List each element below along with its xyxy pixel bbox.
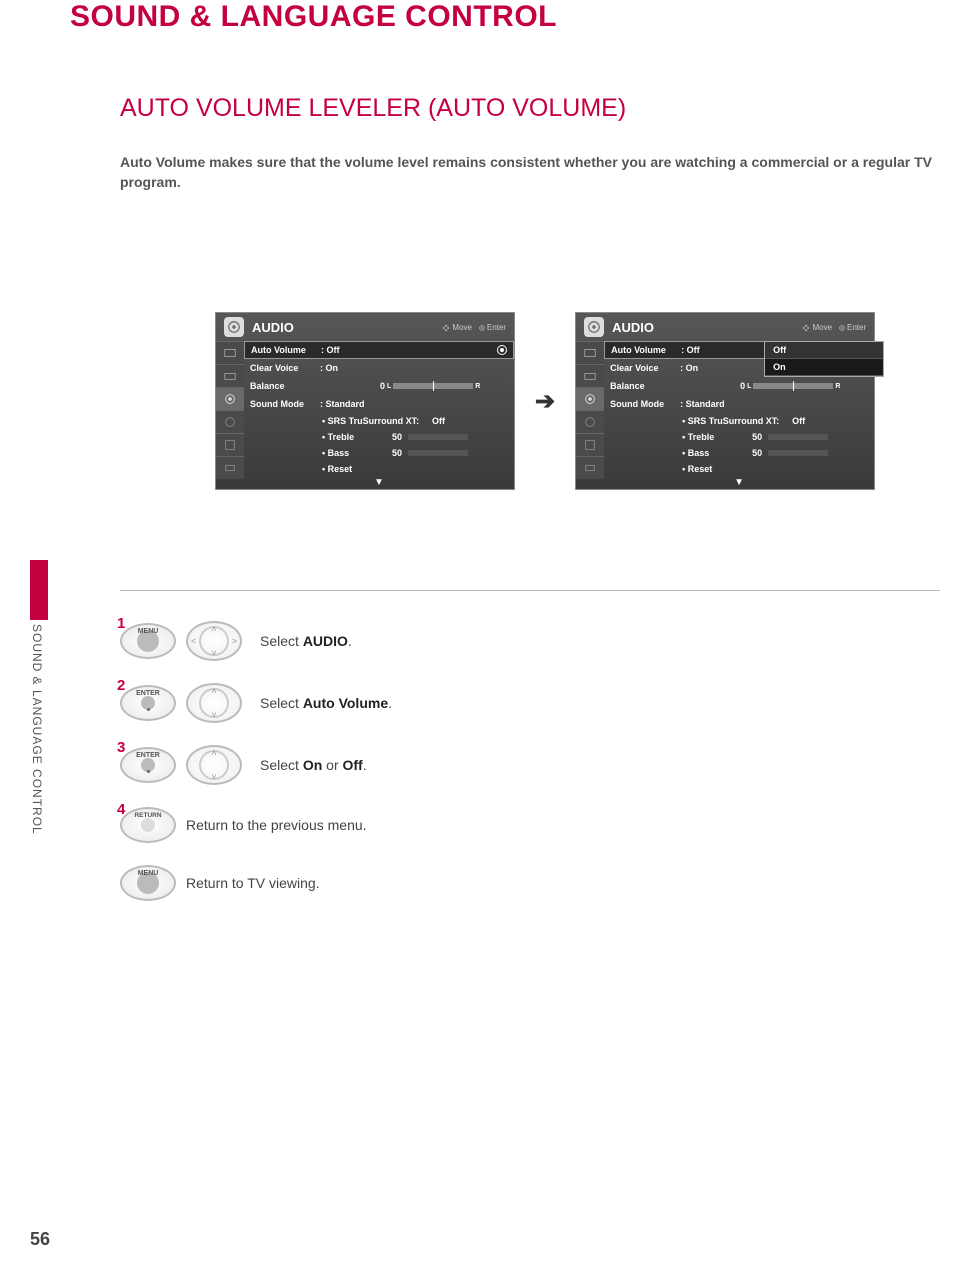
osd-sub-reset: • Reset (322, 461, 514, 477)
osd-row-balance[interactable]: Balance 0 L R (604, 377, 874, 395)
step-5: MENU Return to TV viewing. (120, 865, 969, 901)
osd-title: AUDIO (252, 320, 442, 335)
option-popup: Off On (764, 341, 884, 377)
remote-enter-button: ENTER (120, 747, 176, 783)
remote-updown-icon: ˄˅ (186, 745, 242, 785)
intro-text: Auto Volume makes sure that the volume l… (120, 153, 940, 192)
remote-menu-button: MENU (120, 623, 176, 659)
remote-return-button: RETURN (120, 807, 176, 843)
osd-panel-before: AUDIO Move Enter (215, 312, 515, 490)
osd-sub-srs: • SRS TruSurround XT: Off (322, 413, 514, 429)
side-tab: SOUND & LANGUAGE CONTROL (30, 560, 50, 900)
osd-row-auto-volume[interactable]: Auto Volume : Off (244, 341, 514, 359)
speaker-icon (224, 317, 244, 337)
section-title: AUTO VOLUME LEVELER (AUTO VOLUME) (120, 94, 969, 123)
osd-category-icons (216, 341, 244, 489)
popup-option-on[interactable]: On (765, 359, 883, 376)
step-4: 4 RETURN Return to the previous menu. (120, 807, 969, 843)
osd-sub-treble: • Treble 50 (322, 429, 514, 445)
remote-menu-button: MENU (120, 865, 176, 901)
osd-row-balance[interactable]: Balance 0 L R (244, 377, 514, 395)
osd-screenshots: AUDIO Move Enter (215, 312, 969, 490)
popup-option-off[interactable]: Off (765, 342, 883, 359)
osd-row-sound-mode[interactable]: Sound Mode : Standard (604, 395, 874, 413)
speaker-icon (584, 317, 604, 337)
page-number: 56 (30, 1229, 50, 1250)
step-text: Select AUDIO. (260, 633, 352, 649)
step-3: 3 ENTER ˄˅ Select On or Off. (120, 745, 969, 785)
balance-slider (393, 383, 473, 389)
osd-row-clear-voice[interactable]: Clear Voice : On (244, 359, 514, 377)
osd-sub-bass: • Bass 50 (322, 445, 514, 461)
osd-hint: Move Enter (442, 323, 506, 332)
arrow-right-icon: ➔ (535, 387, 555, 416)
instruction-steps: 1 MENU ˄˅ ˂˃ Select AUDIO. 2 ENTER (120, 621, 969, 901)
osd-panel-after: AUDIO Move Enter (575, 312, 875, 490)
step-2: 2 ENTER ˄˅ Select Auto Volume. (120, 683, 969, 723)
remote-enter-button: ENTER (120, 685, 176, 721)
osd-row-sound-mode[interactable]: Sound Mode : Standard (244, 395, 514, 413)
divider (120, 590, 940, 591)
main-title: SOUND & LANGUAGE CONTROL (70, 0, 969, 34)
remote-dpad-icon: ˄˅ ˂˃ (186, 621, 242, 661)
step-1: 1 MENU ˄˅ ˂˃ Select AUDIO. (120, 621, 969, 661)
remote-updown-icon: ˄˅ (186, 683, 242, 723)
scroll-down-icon: ▼ (244, 477, 514, 489)
radio-icon (497, 345, 507, 355)
